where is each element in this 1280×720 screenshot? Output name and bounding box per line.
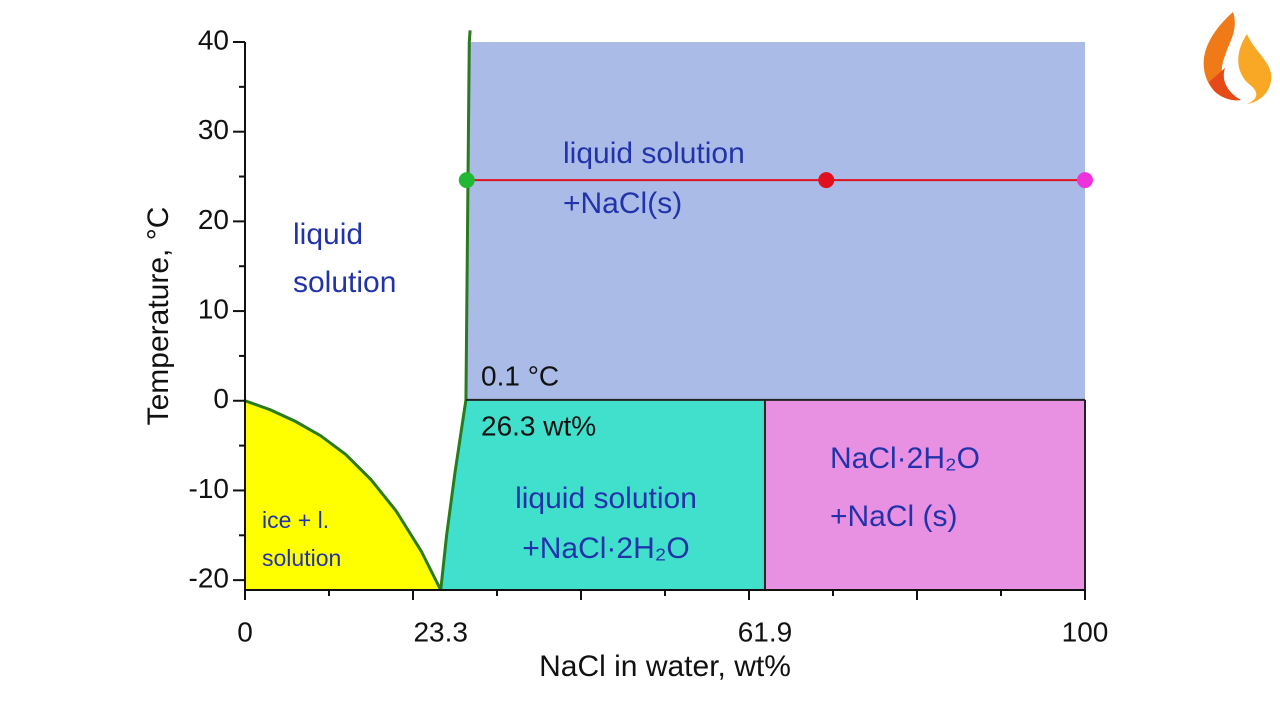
y-tick-label: -10 xyxy=(189,473,229,504)
annotation: 26.3 wt% xyxy=(481,410,596,441)
region-label: solution xyxy=(262,545,341,571)
region-label: +NaCl·2H₂O xyxy=(522,532,690,565)
phase-boundary xyxy=(244,399,443,591)
y-tick-label: 10 xyxy=(198,293,229,324)
region-label: solution xyxy=(293,266,396,299)
logo xyxy=(1203,12,1272,104)
phase-boundary xyxy=(439,30,472,591)
phase-region xyxy=(440,399,765,590)
phase-region xyxy=(764,399,1085,590)
y-tick-label: 30 xyxy=(198,114,229,145)
region-label: liquid solution xyxy=(515,482,697,515)
point xyxy=(458,172,475,189)
logo-flame xyxy=(1209,68,1241,101)
x-tick-label: 100 xyxy=(1062,616,1109,647)
y-tick-label: 20 xyxy=(198,204,229,235)
x-tick-label: 0 xyxy=(237,616,253,647)
phase-region xyxy=(245,400,441,590)
point xyxy=(818,172,835,189)
overlay: -20 -10 0 10 20 30 40 0 23.3 61.9 100 liquid solutio… xyxy=(189,24,1109,647)
region-label: liquid solution xyxy=(563,137,745,170)
y-axis-title: Temperature, °C xyxy=(142,207,175,426)
plot-area xyxy=(244,30,1093,591)
region-label: +NaCl(s) xyxy=(563,187,682,220)
region-label: NaCl·2H₂O xyxy=(830,442,980,475)
y-tick-label: -20 xyxy=(189,563,229,594)
x-tick-label: 61.9 xyxy=(738,616,793,647)
annotation: 0.1 °C xyxy=(481,360,559,391)
x-tick-label: 23.3 xyxy=(413,616,468,647)
logo-flame xyxy=(1238,34,1272,104)
logo-flame xyxy=(1203,12,1241,101)
x-axis-title: NaCl in water, wt% xyxy=(539,650,791,683)
region-label: liquid xyxy=(293,218,363,251)
region-label: +NaCl (s) xyxy=(830,500,958,533)
y-tick-label: 0 xyxy=(213,383,229,414)
region-label: ice + l. xyxy=(262,507,329,533)
point xyxy=(1077,172,1093,189)
phase-region xyxy=(465,42,1085,400)
y-tick-label: 40 xyxy=(198,24,229,55)
